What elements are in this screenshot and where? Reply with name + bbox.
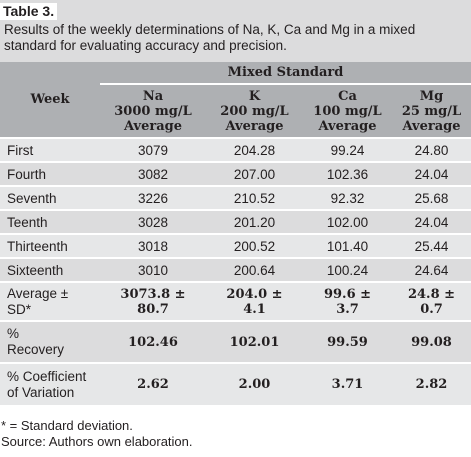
cell-value: 3028 <box>100 210 206 235</box>
cell-value: 99.08 <box>392 321 471 364</box>
cell-value: 207.00 <box>206 162 303 187</box>
cell-value: 210.52 <box>206 186 303 211</box>
row-label: Seventh <box>0 186 100 211</box>
summary-row-coefficient-of-variation: % Coefficient of Variation 2.62 2.00 3.71… <box>0 363 471 407</box>
cell-value: 3018 <box>100 234 206 259</box>
cell-value: 92.32 <box>303 186 392 211</box>
results-table: Week Mixed Standard Na 3000 mg/L Average… <box>0 62 471 407</box>
table-row: Teenth 3028 201.20 102.00 24.04 <box>0 210 471 235</box>
table-label: Table 3. <box>0 3 58 20</box>
row-label: Fourth <box>0 162 100 187</box>
cell-value: 2.62 <box>100 363 206 407</box>
cell-value: 3010 <box>100 258 206 283</box>
footnote-sd: * = Standard deviation. <box>1 418 133 433</box>
cell-value: 3226 <box>100 186 206 211</box>
row-label: % Recovery <box>0 321 100 364</box>
cell-value: 24.8 ±0.7 <box>392 282 471 322</box>
summary-row-average-sd: Average ± SD* 3073.8 ±80.7 204.0 ±4.1 99.… <box>0 282 471 322</box>
table-row: Seventh 3226 210.52 92.32 25.68 <box>0 186 471 211</box>
cell-value: 3073.8 ±80.7 <box>100 282 206 322</box>
row-label: Sixteenth <box>0 258 100 283</box>
cell-value: 3082 <box>100 162 206 187</box>
cell-value: 2.00 <box>206 363 303 407</box>
header-week: Week <box>0 62 100 139</box>
row-label: % Coefficient of Variation <box>0 363 100 407</box>
table-footnotes: * = Standard deviation. Source: Authors … <box>0 418 471 450</box>
cell-value: 24.80 <box>392 138 471 163</box>
cell-value: 99.6 ±3.7 <box>303 282 392 322</box>
cell-value: 25.44 <box>392 234 471 259</box>
cell-value: 102.36 <box>303 162 392 187</box>
cell-value: 25.68 <box>392 186 471 211</box>
cell-value: 201.20 <box>206 210 303 235</box>
cell-value: 204.28 <box>206 138 303 163</box>
cell-value: 102.00 <box>303 210 392 235</box>
table-row: Sixteenth 3010 200.64 100.24 24.64 <box>0 258 471 283</box>
header-col-mg: Mg 25 mg/L Average <box>392 84 471 139</box>
table-row: Fourth 3082 207.00 102.36 24.04 <box>0 162 471 187</box>
summary-row-recovery: % Recovery 102.46 102.01 99.59 99.08 <box>0 321 471 364</box>
cell-value: 102.01 <box>206 321 303 364</box>
source-note: Source: Authors own elaboration. <box>1 434 193 449</box>
table-caption: Table 3. Results of the weekly determina… <box>0 0 471 62</box>
header-col-na: Na 3000 mg/L Average <box>100 84 206 139</box>
cell-value: 101.40 <box>303 234 392 259</box>
row-label: Teenth <box>0 210 100 235</box>
table-row: Thirteenth 3018 200.52 101.40 25.44 <box>0 234 471 259</box>
header-col-k: K 200 mg/L Average <box>206 84 303 139</box>
cell-value: 200.64 <box>206 258 303 283</box>
header-col-ca: Ca 100 mg/L Average <box>303 84 392 139</box>
cell-value: 3.71 <box>303 363 392 407</box>
cell-value: 99.24 <box>303 138 392 163</box>
cell-value: 24.04 <box>392 210 471 235</box>
cell-value: 24.64 <box>392 258 471 283</box>
cell-value: 24.04 <box>392 162 471 187</box>
row-label: Average ± SD* <box>0 282 100 322</box>
cell-value: 100.24 <box>303 258 392 283</box>
cell-value: 102.46 <box>100 321 206 364</box>
row-label: First <box>0 138 100 163</box>
cell-value: 99.59 <box>303 321 392 364</box>
cell-value: 200.52 <box>206 234 303 259</box>
cell-value: 3079 <box>100 138 206 163</box>
header-mixed-standard: Mixed Standard <box>100 62 471 85</box>
cell-value: 2.82 <box>392 363 471 407</box>
cell-value: 204.0 ±4.1 <box>206 282 303 322</box>
row-label: Thirteenth <box>0 234 100 259</box>
caption-text: Results of the weekly determinations of … <box>4 22 416 53</box>
table-row: First 3079 204.28 99.24 24.80 <box>0 138 471 163</box>
